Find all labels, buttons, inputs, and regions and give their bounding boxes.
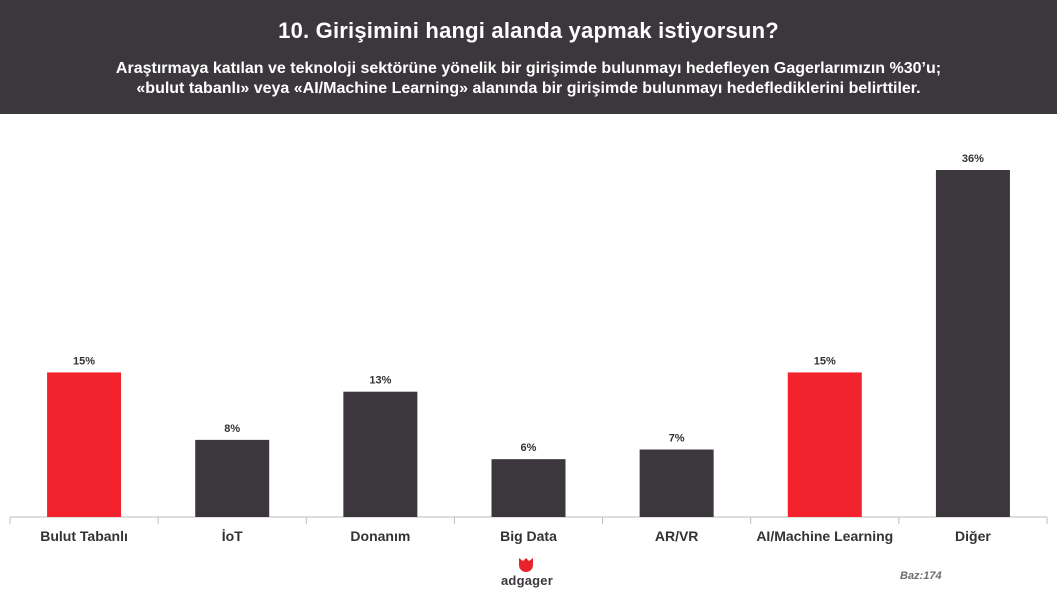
page-title: 10. Girişimini hangi alanda yapmak istiy… xyxy=(278,18,779,43)
data-label: 7% xyxy=(669,433,685,445)
base-note: Baz:174 xyxy=(900,570,942,582)
page-subtitle: Araştırmaya katılan ve teknoloji sektörü… xyxy=(20,59,1037,99)
bar xyxy=(491,459,566,517)
data-label: 8% xyxy=(224,423,240,435)
category-label: AI/Machine Learning xyxy=(756,528,893,544)
data-label: 6% xyxy=(521,442,537,454)
data-label: 15% xyxy=(814,355,836,367)
bar-chart: 15% Bulut Tabanlı 8% İoT 13% Donanım 6% Big Dat… xyxy=(9,153,1048,544)
data-label: 36% xyxy=(962,153,984,165)
subtitle-line-2: «bulut tabanlı» veya «AI/Machine Learnin… xyxy=(136,80,921,97)
logo-text: adgager xyxy=(501,573,553,588)
category-label: Diğer xyxy=(955,528,991,544)
bar xyxy=(343,391,418,517)
bar xyxy=(935,170,1010,517)
data-label: 13% xyxy=(369,375,391,387)
header-banner: 10. Girişimini hangi alanda yapmak istiy… xyxy=(0,0,1057,114)
category-label: AR/VR xyxy=(655,528,699,544)
bar xyxy=(787,372,862,517)
bar xyxy=(195,439,270,517)
bar xyxy=(639,449,714,517)
category-label: Big Data xyxy=(500,528,557,544)
logo-mark-icon xyxy=(519,558,533,572)
brand-logo: adgager xyxy=(497,555,557,591)
category-label: İoT xyxy=(222,528,243,544)
category-label: Donanım xyxy=(350,528,410,544)
category-label: Bulut Tabanlı xyxy=(40,528,128,544)
data-label: 15% xyxy=(73,355,95,367)
bar xyxy=(47,372,122,517)
subtitle-line-1: Araştırmaya katılan ve teknoloji sektörü… xyxy=(115,60,942,77)
